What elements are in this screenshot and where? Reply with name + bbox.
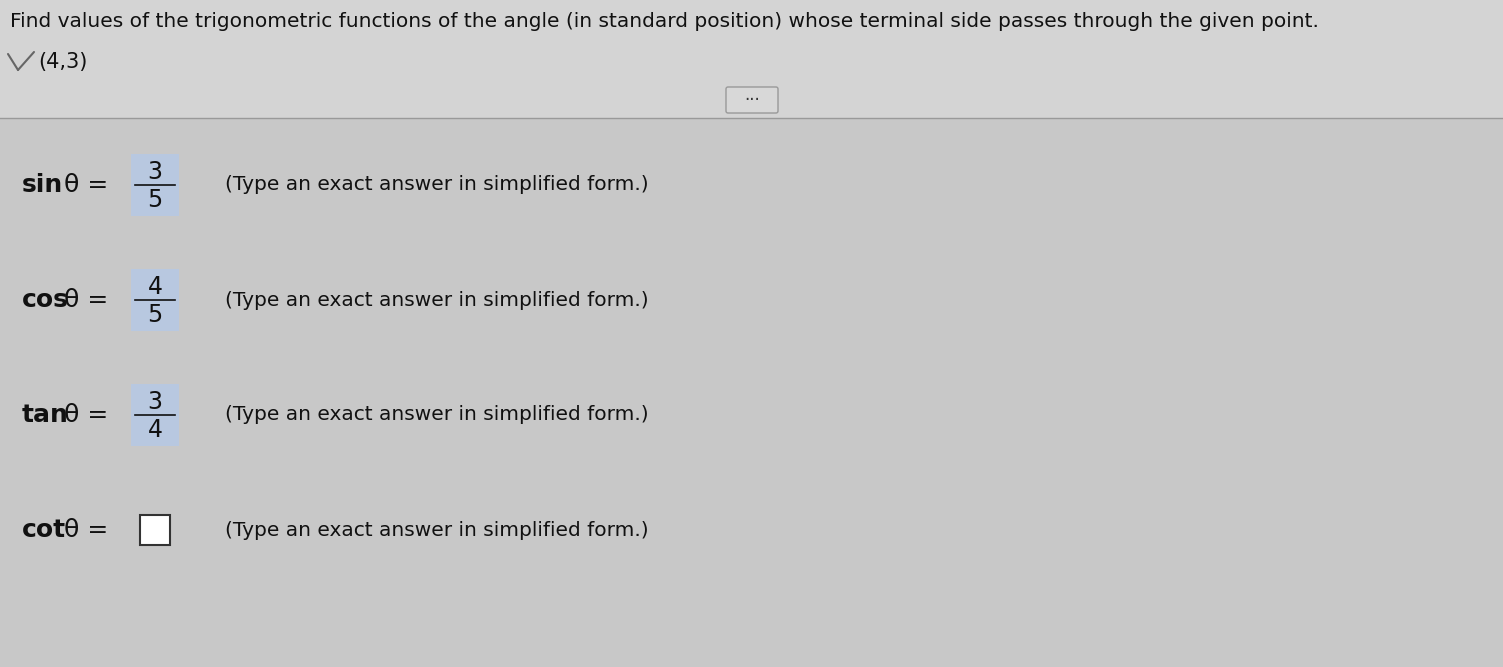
Bar xyxy=(131,384,179,446)
Text: 3: 3 xyxy=(147,390,162,414)
Text: θ =: θ = xyxy=(57,173,117,197)
Text: θ =: θ = xyxy=(57,288,117,312)
Bar xyxy=(140,515,170,545)
Text: Find values of the trigonometric functions of the angle (in standard position) w: Find values of the trigonometric functio… xyxy=(11,12,1318,31)
FancyBboxPatch shape xyxy=(726,87,779,113)
Text: (4,3): (4,3) xyxy=(38,52,87,72)
Text: cot: cot xyxy=(23,518,66,542)
Text: sin: sin xyxy=(23,173,63,197)
Text: 5: 5 xyxy=(147,303,162,327)
Text: θ =: θ = xyxy=(57,403,117,427)
Text: cos: cos xyxy=(23,288,69,312)
Text: 5: 5 xyxy=(147,188,162,212)
Text: 4: 4 xyxy=(147,275,162,299)
Text: (Type an exact answer in simplified form.): (Type an exact answer in simplified form… xyxy=(225,291,649,309)
Text: θ =: θ = xyxy=(57,518,117,542)
Text: 3: 3 xyxy=(147,160,162,184)
Text: (Type an exact answer in simplified form.): (Type an exact answer in simplified form… xyxy=(225,520,649,540)
Bar xyxy=(131,269,179,331)
Text: 4: 4 xyxy=(147,418,162,442)
Bar xyxy=(131,154,179,216)
Text: tan: tan xyxy=(23,403,69,427)
Text: ···: ··· xyxy=(744,91,761,109)
Bar xyxy=(0,118,1503,667)
Text: (Type an exact answer in simplified form.): (Type an exact answer in simplified form… xyxy=(225,406,649,424)
Text: (Type an exact answer in simplified form.): (Type an exact answer in simplified form… xyxy=(225,175,649,195)
Bar xyxy=(0,0,1503,118)
